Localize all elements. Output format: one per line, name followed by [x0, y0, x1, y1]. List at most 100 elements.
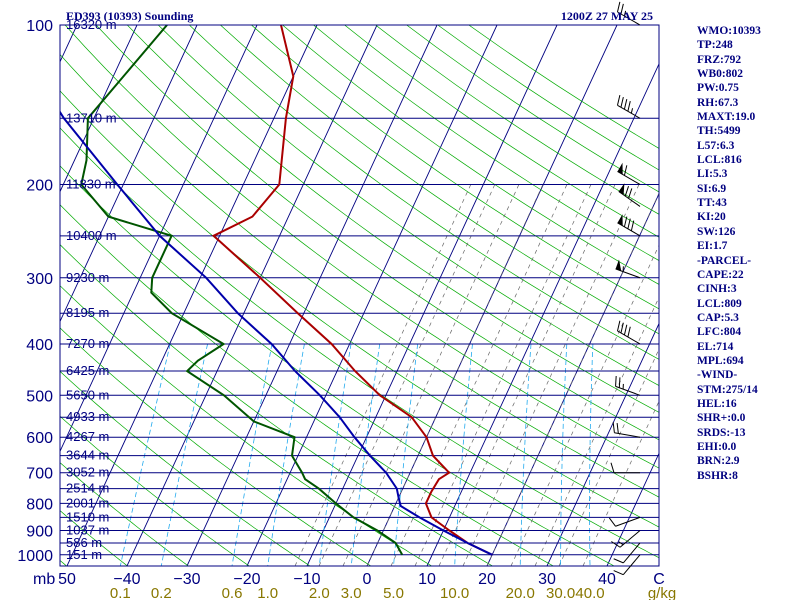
sounding-index-item: LCL:816: [697, 154, 742, 167]
height-label: 11830 m: [66, 176, 116, 191]
wind-barb: [617, 214, 641, 237]
sounding-index-item: MAXT:19.0: [697, 111, 756, 124]
mixing-ratio-tick-label: 30.0: [546, 585, 575, 600]
moist-adiabat-line: [486, 192, 659, 566]
isotherm-line: [66, 25, 318, 566]
sounding-index-item: EHI:0.0: [697, 440, 737, 453]
sounding-index-item: MPL:694: [697, 354, 744, 367]
dewpoint-profile-line: [80, 25, 404, 556]
sounding-index-item: SW:126: [697, 225, 736, 238]
isotherm-line: [0, 25, 17, 566]
mixing-ratio-line: [454, 343, 473, 566]
mixing-ratio-line: [350, 343, 381, 566]
temperature-tick-label: −40: [113, 571, 140, 588]
isotherm-line: [60, 25, 198, 323]
pressure-tick-label: 200: [26, 177, 53, 194]
pressure-tick-label: 800: [26, 496, 53, 513]
height-label: 3644 m: [66, 448, 109, 463]
height-label: 2001 m: [66, 495, 109, 510]
height-label: 10400 m: [66, 228, 117, 243]
mixing-ratio-tick-label: 2.0: [309, 585, 330, 600]
dry-adiabat-line: [60, 285, 432, 566]
sounding-index-item: TH:5499: [697, 125, 741, 138]
wind-barb: [613, 554, 641, 576]
dry-adiabat-line: [95, 25, 659, 441]
temperature-tick-label: C: [653, 571, 665, 588]
moist-adiabat-line: [390, 184, 568, 566]
plot-background: [60, 25, 659, 566]
mixing-ratio-tick-label: 3.0: [341, 585, 362, 600]
sounding-index-item: EL:714: [697, 340, 734, 353]
isotherm-line: [126, 25, 378, 566]
dry-adiabat-line: [60, 204, 554, 566]
dry-adiabat-line: [60, 462, 189, 566]
mixing-ratio-line: [560, 343, 568, 566]
temperature-tick-label: −10: [293, 571, 320, 588]
sounding-index-item: WB0:802: [697, 68, 743, 81]
mixing-ratio-tick-label: 1.0: [257, 585, 278, 600]
sounding-index-item: FRZ:792: [697, 53, 742, 66]
height-label: 9230 m: [66, 270, 109, 285]
pressure-tick-label: 400: [26, 337, 53, 354]
sounding-index-item: LCL:809: [697, 297, 742, 310]
sounding-index-item: L57:6.3: [697, 139, 735, 152]
moist-adiabat-line: [438, 184, 616, 566]
temperature-tick-label: 10: [418, 571, 436, 588]
mixing-ratio-tick-label: 10.0: [440, 585, 469, 600]
chart-title-right: 1200Z 27 MAY 25: [561, 9, 653, 23]
pressure-tick-label: 300: [26, 271, 53, 288]
dry-adiabat-line: [60, 510, 128, 566]
temperature-tick-label: −20: [233, 571, 260, 588]
dry-adiabat-line: [157, 25, 659, 386]
height-label: 3052 m: [66, 465, 109, 480]
wind-barb: [613, 542, 641, 564]
pressure-tick-label: 700: [26, 466, 53, 483]
dry-adiabat-line: [60, 165, 615, 566]
pressure-unit-label: mb: [33, 571, 55, 588]
dry-adiabat-line: [60, 54, 659, 498]
isotherm-line: [246, 25, 498, 566]
sounding-index-item: SHR+:0.0: [697, 412, 746, 425]
mixing-ratio-line: [231, 343, 273, 566]
sounding-index-item: STM:275/14: [697, 383, 758, 396]
isotherm-line: [606, 452, 659, 566]
height-label: 151 m: [66, 547, 102, 562]
sounding-index-item: TT:43: [697, 197, 727, 210]
wind-barb: [617, 162, 641, 185]
wind-barb: [615, 259, 641, 279]
sounding-index-item: RH:67.3: [697, 96, 739, 109]
temperature-tick-label: 40: [598, 571, 616, 588]
height-label: 5650 m: [66, 387, 109, 402]
sounding-index-item: LI:5.3: [697, 168, 728, 181]
pressure-tick-label: 100: [26, 18, 53, 35]
temperature-tick-label: −30: [173, 571, 200, 588]
wind-barb: [616, 320, 641, 345]
moist-adiabat-line: [534, 296, 659, 566]
sounding-index-item: HEL:16: [697, 397, 737, 410]
mixing-ratio-tick-label: 0.1: [110, 585, 131, 600]
pressure-tick-label: 1000: [17, 548, 53, 565]
height-label: 2514 m: [66, 481, 109, 496]
mixing-ratio-line: [519, 343, 532, 566]
temperature-tick-label: 50: [58, 571, 76, 588]
plot-border: [59, 24, 660, 567]
mixing-ratio-line: [589, 343, 594, 566]
sounding-index-item: BSHR:8: [697, 469, 738, 482]
height-label: 6425 m: [66, 363, 109, 378]
dry-adiabat-line: [60, 244, 493, 566]
parcel-profile-line: [60, 110, 493, 556]
sounding-index-item: SI:6.9: [697, 182, 727, 195]
mixing-ratio-unit-label: g/kg: [648, 585, 676, 600]
mixing-ratio-tick-label: 5.0: [383, 585, 404, 600]
mixing-ratio-line: [119, 343, 171, 566]
height-label: 586 m: [66, 535, 102, 550]
sounding-indices-panel: WMO:10393 TP:248 FRZ:792 WB0:802 PW:0.75 RH:6…: [697, 24, 797, 483]
sounding-index-item: WMO:10393: [697, 25, 761, 37]
mixing-ratio-tick-label: 40.0: [575, 585, 604, 600]
sounding-index-item: -WIND-: [697, 369, 738, 382]
chart-title-left: ED393 (10393) Sounding: [66, 9, 193, 23]
moist-adiabat-line: [318, 184, 496, 566]
mixing-ratio-line: [393, 343, 419, 566]
height-label: 1037 m: [66, 523, 109, 538]
